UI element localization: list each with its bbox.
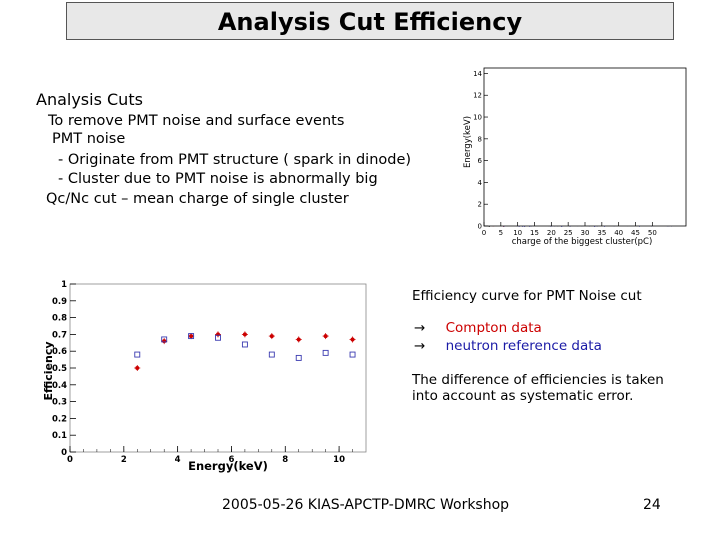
y-tick-label: 0 [61,448,67,458]
section-heading: Analysis Cuts [36,90,143,109]
compton-point [134,365,141,371]
efficiency-caption: Efficiency curve for PMT Noise cut [412,288,642,304]
x-tick-label: 0 [67,455,73,465]
footer-text: 2005-05-26 KIAS-APCTP-DMRC Workshop [222,497,510,513]
y-tick-label: 4 [478,179,483,187]
y-axis-label: Energy(keV) [463,116,473,168]
bullet-line: PMT noise [52,131,126,147]
neutron-point [188,333,195,340]
y-tick-label: 12 [473,92,482,100]
arrow-icon: → [414,338,426,354]
y-tick-label: 0.1 [52,431,67,441]
neutron-point [268,351,275,358]
y-tick-label: 8 [478,135,482,143]
compton-point [322,333,329,340]
compton-point [295,336,302,343]
y-tick-label: 0.4 [52,381,67,391]
x-tick-label: 0 [482,229,486,237]
energy-vs-charge-scatter: 0 5 10 15 20 25 30 35 40 45 50 0 2 4 6 8 10 12 14 charge o… [463,67,687,247]
y-tick-label: 0.9 [52,297,67,307]
plot-frame [69,283,367,453]
x-tick-label: 30 [581,229,590,237]
scatter-point [561,225,563,227]
compton-point [188,333,195,340]
note-line: The difference of efficiencies is taken [412,372,664,388]
legend-neutron: → neutron reference data [414,338,602,354]
x-axis-label: Energy(keV) [188,459,268,473]
slide-title: Analysis Cut Efficiency [66,2,674,40]
page-number: 24 [643,497,661,513]
x-tick-label: 50 [648,229,657,237]
note-line: into account as systematic error. [412,388,634,404]
y-tick-label: 0.8 [52,314,67,324]
compton-point [349,336,356,343]
y-tick-label: 10 [473,114,482,122]
x-tick-label: 40 [614,229,623,237]
x-tick-label: 15 [530,229,539,237]
x-axis-label: charge of the biggest cluster(pC) [512,237,653,247]
neutron-point [295,354,302,361]
x-tick-label: 45 [631,229,640,237]
y-tick-label: 1 [61,280,67,290]
neutron-point [134,351,141,358]
neutron-point [215,334,221,341]
neutron-point [322,349,329,356]
compton-point [268,333,275,340]
x-tick-label: 10 [513,229,522,237]
y-tick-label: 0 [478,223,482,231]
x-tick-label: 20 [547,229,556,237]
legend-compton: → Compton data [414,320,542,336]
y-tick-label: 0.5 [52,364,67,374]
x-tick-label: 10 [333,455,345,465]
y-tick-label: 0.2 [52,414,67,424]
plot-frame [483,67,687,227]
scatter-axes: 0 5 10 15 20 25 30 35 40 45 50 0 2 4 6 8 10 12 14 [473,67,687,237]
efficiency-plot: 0 2 4 6 8 10 0 0.1 0.2 0.3 0.4 0.5 0.6 0.7 0.8 0.9 1 Ene… [42,280,367,473]
x-tick-label: 2 [121,455,127,465]
legend-label: Compton data [445,320,542,336]
x-tick-label: 25 [564,229,573,237]
neutron-point [241,341,248,348]
arrow-icon: → [414,320,426,336]
compton-point [241,331,248,338]
y-axis-label: Efficiency [42,341,55,400]
x-tick-label: 4 [175,455,181,465]
bullet-line: Qc/Nc cut – mean charge of single cluste… [46,191,349,207]
x-tick-label: 5 [499,229,503,237]
y-tick-label: 0.3 [52,398,67,408]
y-tick-label: 14 [473,70,482,78]
x-tick-label: 8 [282,455,288,465]
bullet-line: To remove PMT noise and surface events [48,113,345,129]
bullet-line: - Cluster due to PMT noise is abnormally… [58,171,378,187]
y-tick-label: 6 [478,157,483,165]
y-tick-label: 2 [478,201,482,209]
y-tick-label: 0.7 [52,330,67,340]
legend-label: neutron reference data [445,338,602,354]
x-tick-label: 35 [597,229,606,237]
neutron-point [349,351,356,358]
bullet-line: - Originate from PMT structure ( spark i… [58,152,412,168]
x-tick-label: 6 [228,455,234,465]
y-tick-label: 0.6 [52,347,67,357]
neutron-point [161,336,168,343]
efficiency-points [134,331,356,371]
efficiency-axes: 0 2 4 6 8 10 0 0.1 0.2 0.3 0.4 0.5 0.6 0.7 0.8 0.9 1 [52,280,367,465]
